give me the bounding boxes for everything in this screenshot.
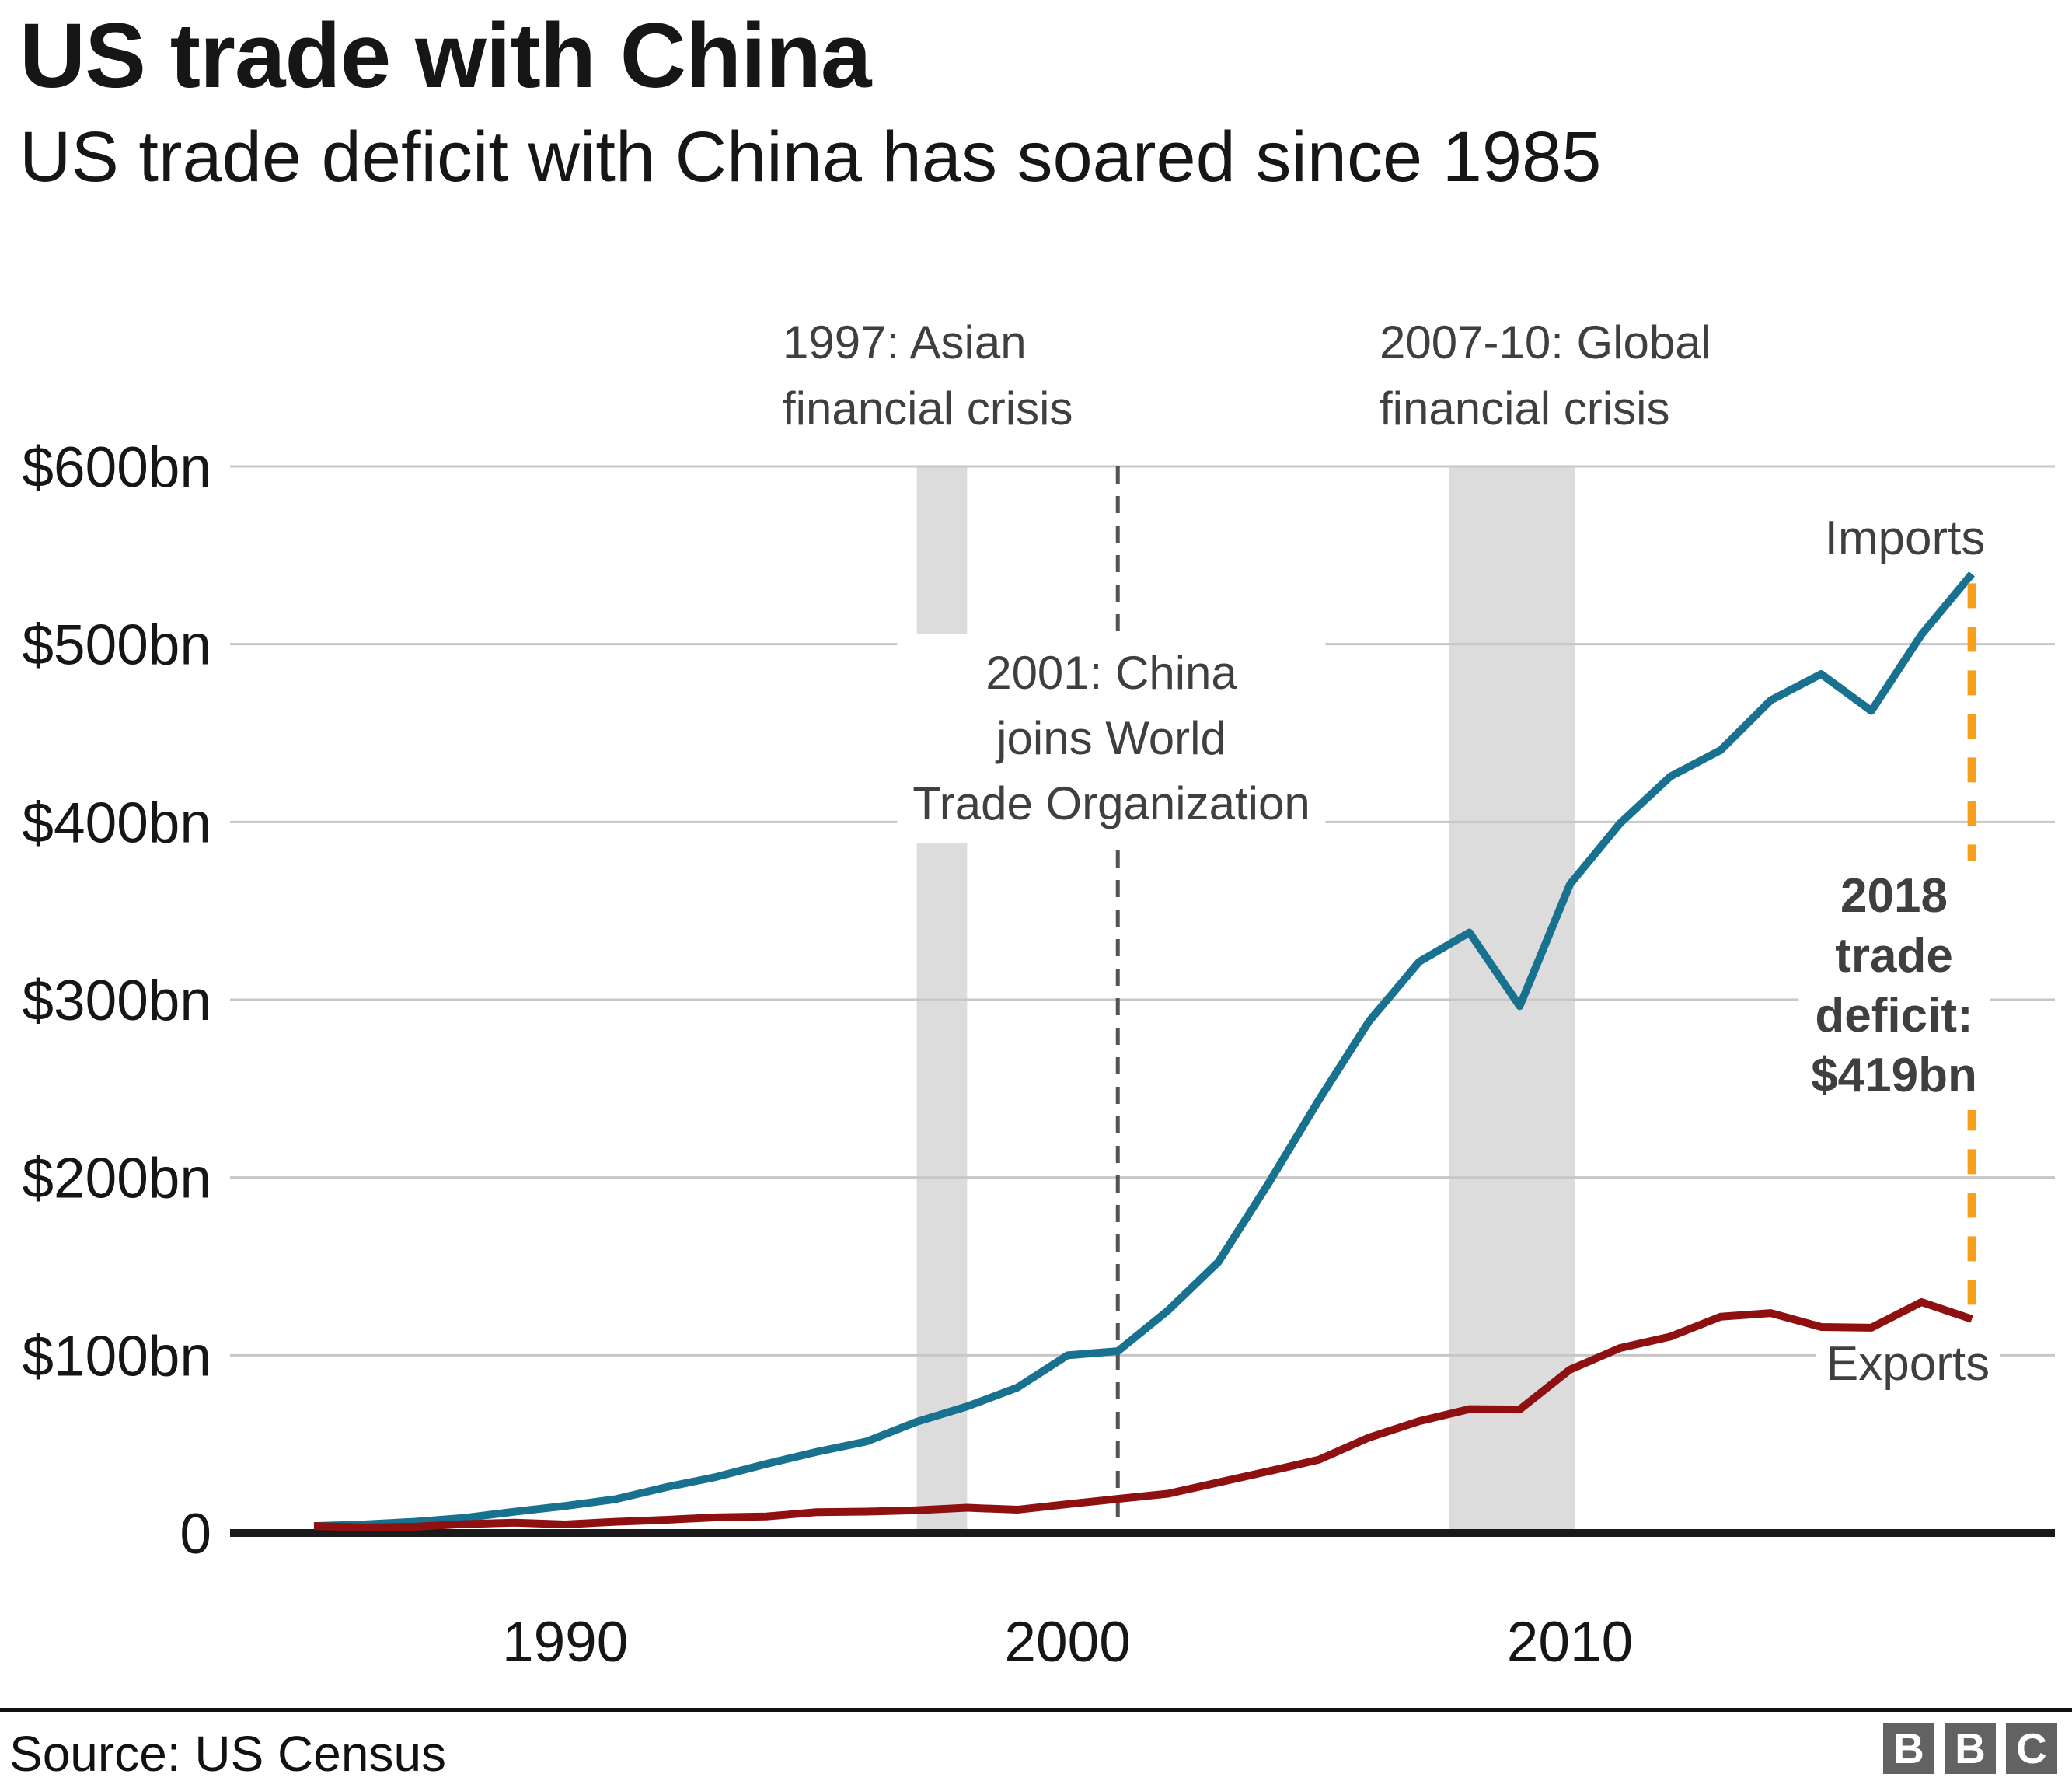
bbc-logo-block-1: B xyxy=(1883,1723,1934,1774)
bbc-logo: B B C xyxy=(1883,1723,2057,1774)
y-tick-label: $600bn xyxy=(22,436,211,499)
y-tick-label: 0 xyxy=(180,1503,211,1566)
y-tick-label: $300bn xyxy=(22,969,211,1032)
x-tick-label: 2000 xyxy=(1004,1611,1130,1674)
bbc-logo-block-3: C xyxy=(2006,1723,2057,1774)
source-credit: Source: US Census xyxy=(9,1726,447,1781)
x-tick-label: 1990 xyxy=(502,1611,628,1674)
y-tick-label: $500bn xyxy=(22,614,211,677)
page-subtitle: US trade deficit with China has soared s… xyxy=(19,117,1602,197)
y-tick-label: $200bn xyxy=(22,1147,211,1210)
footer-divider xyxy=(0,1708,2072,1712)
deficit-callout: 2018 trade deficit: $419bn xyxy=(1798,861,1990,1110)
exports-series-label: Exports xyxy=(1815,1333,2001,1395)
y-tick-label: $100bn xyxy=(22,1325,211,1388)
annotation-global-crisis: 2007-10: Global financial crisis xyxy=(1380,316,1711,435)
y-tick-label: $400bn xyxy=(22,791,211,854)
annotation-wto: 2001: China joins World Trade Organizati… xyxy=(897,634,1326,843)
imports-series-label: Imports xyxy=(1813,508,1997,570)
x-tick-label: 2010 xyxy=(1507,1611,1633,1674)
imports-line xyxy=(313,571,1975,1531)
page-title: US trade with China xyxy=(19,5,872,107)
bbc-logo-block-2: B xyxy=(1945,1723,1996,1774)
exports-line xyxy=(313,1297,1973,1531)
annotation-asian-crisis: 1997: Asian financial crisis xyxy=(783,316,1073,435)
